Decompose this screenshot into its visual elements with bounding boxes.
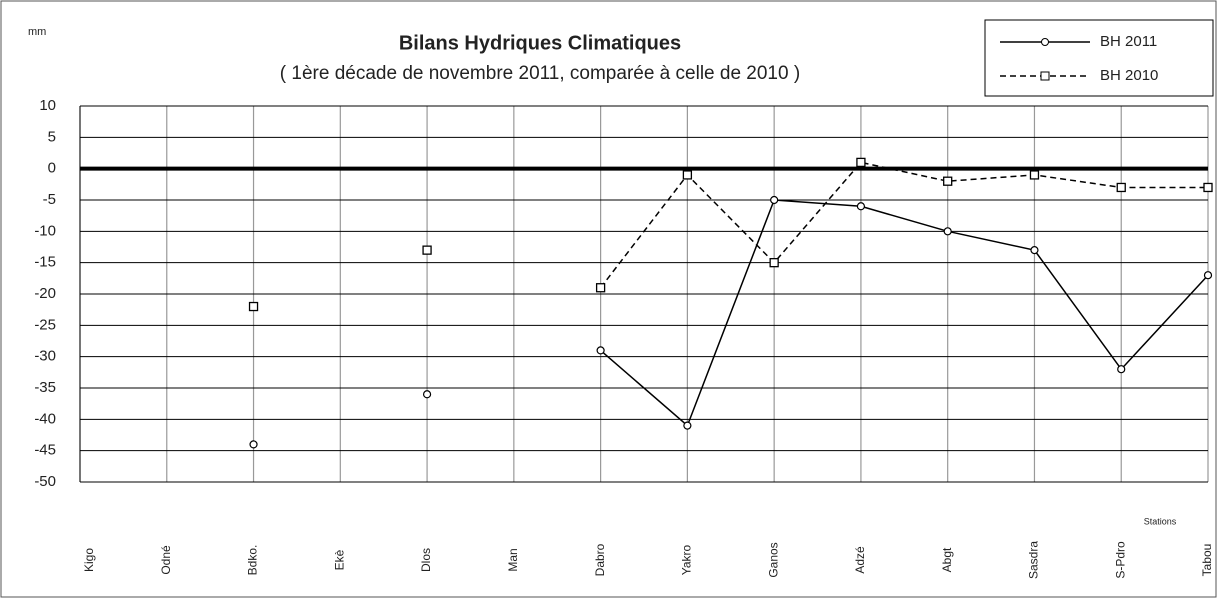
y-tick-label: -15 (34, 254, 56, 271)
x-tick-label: Yakro (680, 544, 694, 575)
series-line (600, 199, 1209, 427)
x-tick-label: Adzé (853, 546, 867, 574)
x-tick-label: Odné (159, 545, 173, 575)
marker (943, 176, 953, 186)
marker (1117, 365, 1126, 374)
series-line (600, 161, 1208, 289)
x-tick-label: Tabou (1200, 544, 1214, 577)
marker (248, 301, 259, 312)
x-tick-label: Dlos (419, 548, 433, 572)
x-tick-label: Ekè (332, 549, 346, 570)
marker (422, 245, 432, 255)
y-tick-label: -45 (34, 442, 56, 459)
chart-subtitle: ( 1ère décade de novembre 2011, comparée… (280, 63, 800, 84)
marker (770, 195, 779, 205)
marker (943, 227, 952, 236)
y-tick-label: 5 (48, 128, 56, 145)
y-tick-label: -35 (34, 379, 56, 396)
x-tick-label: Ganos (766, 542, 780, 577)
y-tick-label: -40 (34, 410, 56, 427)
marker (769, 258, 779, 268)
legend-marker (1040, 71, 1050, 81)
marker (1029, 170, 1040, 180)
marker (422, 390, 432, 399)
y-tick-label: -10 (34, 222, 56, 239)
y-tick-label: -5 (43, 191, 56, 208)
x-tick-label: Man (506, 548, 520, 571)
y-tick-label: 0 (48, 160, 56, 177)
x-axis-label: Stations (1144, 516, 1177, 526)
legend-label: BH 2010 (1100, 67, 1158, 84)
y-tick-label: -30 (34, 348, 56, 365)
x-tick-label: Kigo (82, 548, 96, 572)
y-tick-label: 10 (39, 97, 56, 114)
y-tick-label: -25 (34, 316, 56, 333)
x-tick-label: Dabro (593, 543, 607, 576)
marker (1203, 271, 1213, 280)
x-tick-label: Sasdra (1027, 541, 1041, 579)
legend-marker (1041, 38, 1049, 46)
y-tick-label: -50 (34, 473, 56, 490)
legend-label: BH 2011 (1100, 33, 1157, 50)
marker (595, 283, 606, 293)
marker (856, 202, 866, 211)
marker (682, 170, 693, 180)
x-tick-label: Abgt (940, 547, 954, 572)
marker (596, 346, 605, 355)
y-tick-label: -20 (34, 285, 56, 302)
chart-title: Bilans Hydriques Climatiques (399, 32, 681, 54)
marker (683, 421, 692, 430)
marker (1203, 182, 1213, 193)
x-tick-label: Bdko. (246, 545, 260, 576)
marker (1116, 182, 1126, 193)
marker (856, 157, 866, 168)
x-tick-label: S-Pdro (1113, 541, 1127, 579)
marker (1030, 246, 1039, 255)
marker (249, 440, 258, 449)
y-axis-label: mm (28, 26, 46, 38)
legend-box (984, 19, 1214, 97)
